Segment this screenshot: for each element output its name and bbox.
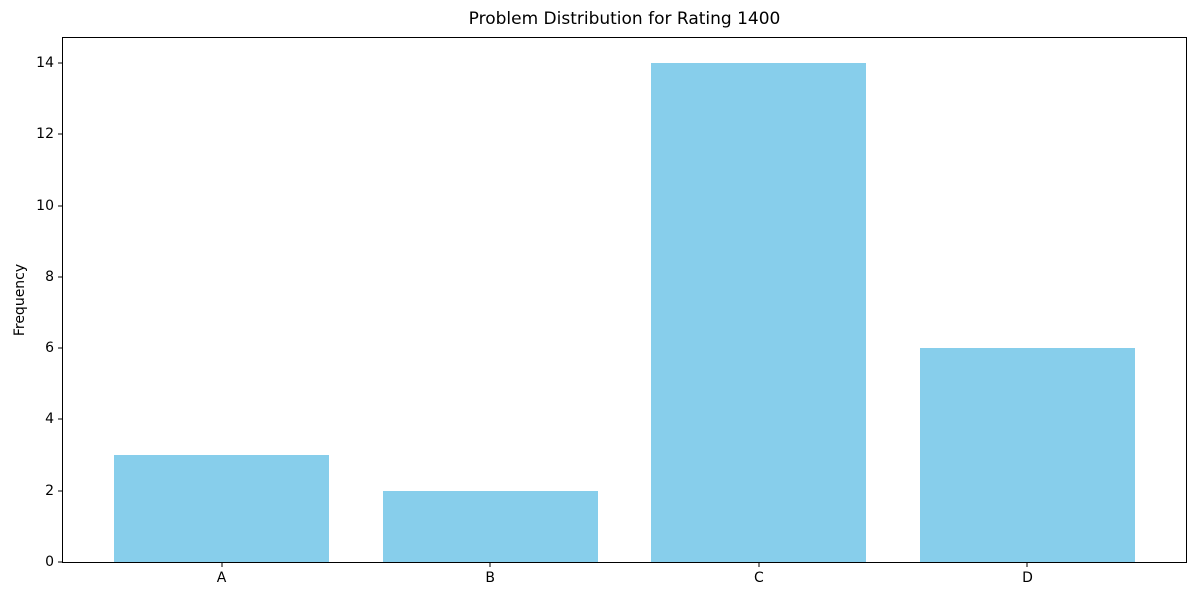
x-tick-mark-A bbox=[221, 562, 222, 567]
y-tick-mark-6 bbox=[58, 347, 63, 349]
y-tick-mark-2 bbox=[58, 490, 63, 492]
x-tick-label-C: C bbox=[753, 570, 764, 586]
y-tick-label-2: 2 bbox=[45, 482, 54, 499]
x-tick-label-D: D bbox=[1022, 570, 1033, 586]
y-tick-label-12: 12 bbox=[36, 126, 54, 143]
y-tick-label-0: 0 bbox=[45, 554, 54, 570]
y-tick-mark-4 bbox=[58, 418, 63, 420]
chart-title: Problem Distribution for Rating 1400 bbox=[468, 9, 781, 29]
y-tick-label-14: 14 bbox=[36, 54, 54, 71]
x-tick-label-B: B bbox=[485, 570, 495, 586]
y-tick-label-4: 4 bbox=[45, 411, 54, 428]
bar-A bbox=[114, 455, 329, 562]
y-tick-mark-10 bbox=[58, 205, 63, 207]
y-tick-label-10: 10 bbox=[36, 197, 54, 214]
y-axis-label: Frequency bbox=[12, 263, 28, 337]
bar-D bbox=[920, 348, 1135, 562]
y-tick-mark-14 bbox=[58, 62, 63, 64]
x-tick-mark-B bbox=[489, 562, 491, 567]
y-tick-label-6: 6 bbox=[45, 340, 54, 357]
plot-area: 0 2 4 6 8 10 12 14 A B C D bbox=[36, 37, 1187, 586]
bar-B bbox=[382, 490, 598, 562]
x-tick-mark-D bbox=[1026, 562, 1028, 567]
y-tick-mark-8 bbox=[58, 276, 63, 278]
bar-C bbox=[651, 62, 867, 562]
y-tick-mark-0 bbox=[58, 561, 63, 563]
y-tick-mark-12 bbox=[58, 133, 63, 135]
y-tick-label-8: 8 bbox=[45, 268, 54, 285]
x-tick-label-A: A bbox=[216, 570, 227, 586]
x-tick-mark-C bbox=[758, 562, 760, 567]
